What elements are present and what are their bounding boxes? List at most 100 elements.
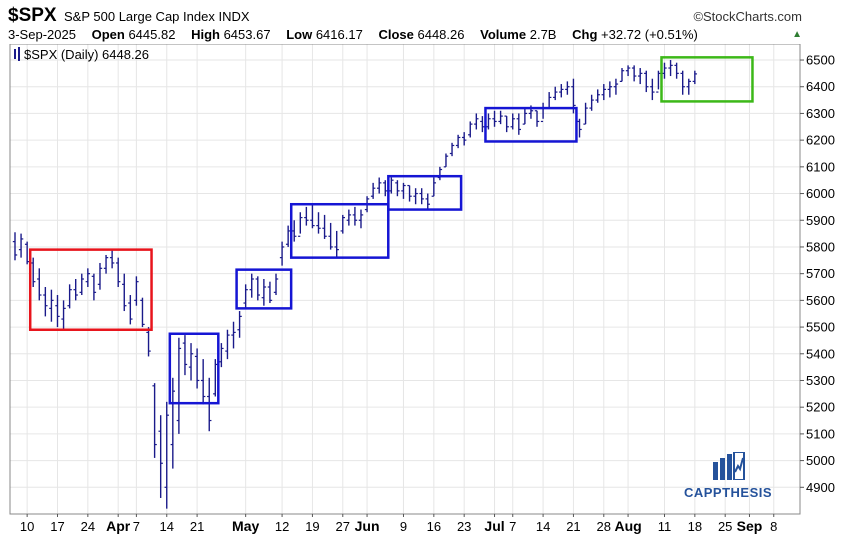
open-value: 6445.82 <box>128 27 176 42</box>
legend-text: $SPX (Daily) 6448.26 <box>24 47 149 62</box>
ohlc-bar <box>73 279 78 301</box>
stat-date: 3-Sep-2025 <box>8 27 76 42</box>
ohlc-bar <box>261 279 267 306</box>
ohlc-bar <box>188 343 194 381</box>
high-value: 6453.67 <box>223 27 271 42</box>
ohlc-bar <box>298 212 303 237</box>
ohlc-bar <box>589 94 594 111</box>
ohlc-bar <box>170 377 176 469</box>
index-name-text: S&P 500 Large Cap Index <box>64 9 215 24</box>
ohlc-bar <box>546 92 552 109</box>
ohlc-bar <box>115 257 121 288</box>
ohlc-bar <box>553 86 558 101</box>
low-value: 6416.17 <box>315 27 363 42</box>
x-tick-label: 28 <box>597 519 611 534</box>
ohlc-bar <box>91 273 97 301</box>
ohlc-bar <box>625 65 631 77</box>
ohlc-bar <box>304 206 309 226</box>
ohlc-bar <box>686 78 691 95</box>
y-tick-label: 4900 <box>806 480 835 495</box>
ohlc-bar <box>128 295 133 325</box>
x-tick-label: 12 <box>275 519 289 534</box>
x-tick-label: 14 <box>160 519 174 534</box>
ohlc-bar <box>613 78 619 95</box>
ohlc-bar <box>662 62 667 79</box>
ohlc-bar <box>164 401 169 509</box>
x-tick-label: 25 <box>718 519 732 534</box>
ohlc-bar <box>43 287 48 317</box>
y-tick-label: 6500 <box>806 53 835 68</box>
y-tick-label: 6200 <box>806 133 835 148</box>
x-tick-label: 18 <box>688 519 702 534</box>
ohlc-bar <box>631 65 637 82</box>
ohlc-bar <box>122 273 127 312</box>
ohlc-bar <box>55 295 60 328</box>
y-tick-label: 5600 <box>806 293 835 308</box>
ohlc-bar <box>486 113 491 130</box>
low-label: Low <box>286 27 313 42</box>
x-tick-month-label: May <box>232 518 259 534</box>
price-bars <box>12 60 698 509</box>
ohlc-bar <box>449 142 455 157</box>
volume-label: Volume <box>480 27 527 42</box>
legend-line-icon-2 <box>18 47 20 61</box>
y-tick-label: 5800 <box>806 239 835 254</box>
ohlc-bar <box>644 70 649 93</box>
y-tick-label: 5100 <box>806 426 835 441</box>
ohlc-bar <box>401 182 406 199</box>
consolidation-box-blue <box>235 268 293 310</box>
ohlc-bar <box>194 348 200 389</box>
ohlc-bar <box>134 276 139 306</box>
ohlc-bar <box>425 193 430 210</box>
ohlc-bar <box>407 184 412 202</box>
ohlc-bar <box>237 311 242 338</box>
ohlc-bar <box>225 329 230 360</box>
y-tick-label: 5500 <box>806 320 835 335</box>
stockcharts-brand[interactable]: ©StockCharts.com <box>693 9 802 24</box>
ohlc-bar <box>680 70 685 95</box>
x-axis-ticks: 10 17 24 Apr 7 14 21 May 12 19 27 Jun 9 16 23 Jul 7 14 21 2… <box>20 514 777 534</box>
chart-grid <box>10 44 800 514</box>
ohlc-bar <box>419 188 424 205</box>
plot-area-border <box>9 44 801 515</box>
ohlc-bar <box>279 241 285 266</box>
ohlc-bar <box>492 110 497 127</box>
ohlc-bar <box>377 177 382 194</box>
ohlc-bar <box>37 268 42 301</box>
x-tick-label: 8 <box>770 519 777 534</box>
consolidation-box-red <box>28 248 153 331</box>
y-tick-label: 5900 <box>806 213 835 228</box>
ohlc-bar <box>601 84 606 101</box>
ohlc-bar <box>534 110 540 127</box>
y-tick-label: 6100 <box>806 159 835 174</box>
ohlc-bar <box>152 383 157 458</box>
ohlc-bar <box>231 321 236 349</box>
ohlc-bar <box>638 68 643 85</box>
ohlc-bar <box>200 359 206 405</box>
ohlc-bar <box>540 102 546 123</box>
price-chart[interactable]: 4900 5000 5100 5200 5300 5400 5500 5600 5700 5800… <box>0 44 850 542</box>
ohlc-bar <box>522 108 528 125</box>
close-label: Close <box>378 27 414 42</box>
x-tick-month-label: Aug <box>614 518 641 534</box>
ohlc-bar <box>455 134 461 149</box>
ohlc-bar <box>468 121 473 138</box>
ohlc-bar <box>595 89 600 103</box>
up-triangle-icon: ▲ <box>792 29 802 40</box>
x-tick-label: 16 <box>427 519 441 534</box>
x-tick-month-label: Apr <box>106 518 131 534</box>
ohlc-bar <box>692 70 698 85</box>
ohlc-bar <box>650 78 655 101</box>
ohlc-bar <box>668 60 673 77</box>
ohlc-bar <box>443 153 449 168</box>
x-tick-label: 7 <box>509 519 516 534</box>
legend: $SPX (Daily) 6448.26 <box>14 47 149 62</box>
y-tick-label: 5700 <box>806 266 835 281</box>
x-tick-label: 24 <box>81 519 95 534</box>
consolidation-box-blue <box>484 106 578 143</box>
ohlc-bar <box>480 116 485 133</box>
ohlc-bar <box>607 81 613 98</box>
ohlc-bar <box>577 118 582 138</box>
y-axis-ticks: 4900 5000 5100 5200 5300 5400 5500 5600 5700 5800… <box>800 53 835 495</box>
ohlc-bar <box>109 249 115 269</box>
